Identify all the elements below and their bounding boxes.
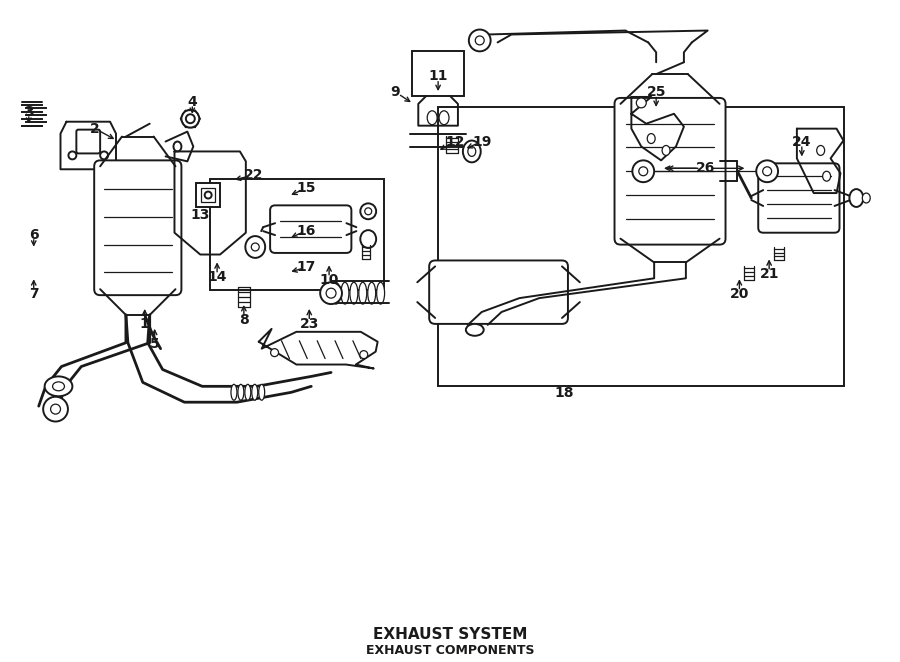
Text: 3: 3 [24,105,33,118]
Bar [202,188,215,202]
Text: 12: 12 [446,134,464,148]
Ellipse shape [633,160,654,182]
Ellipse shape [251,243,259,251]
Ellipse shape [182,110,199,128]
Ellipse shape [359,282,366,304]
Text: 13: 13 [191,208,210,222]
Ellipse shape [636,98,646,108]
Ellipse shape [45,377,72,397]
Text: EXHAUST COMPONENTS: EXHAUST COMPONENTS [365,644,535,657]
Ellipse shape [475,36,484,45]
Ellipse shape [50,404,60,414]
Ellipse shape [186,115,194,123]
Ellipse shape [350,282,358,304]
FancyBboxPatch shape [270,205,351,253]
Ellipse shape [360,230,376,248]
Ellipse shape [469,30,491,52]
FancyBboxPatch shape [76,130,100,154]
Ellipse shape [320,282,342,304]
Text: 2: 2 [90,122,100,136]
Ellipse shape [364,208,372,214]
Text: 5: 5 [149,337,159,351]
Text: 10: 10 [320,273,338,287]
Ellipse shape [468,146,476,156]
Text: 8: 8 [239,313,248,327]
Bar [438,107,844,387]
FancyBboxPatch shape [94,160,182,295]
Ellipse shape [360,351,368,359]
Ellipse shape [43,397,68,422]
Text: 15: 15 [296,181,316,195]
Ellipse shape [174,142,182,152]
Ellipse shape [639,167,648,175]
Ellipse shape [377,282,384,304]
Ellipse shape [463,140,481,162]
Ellipse shape [245,385,251,401]
Ellipse shape [238,385,244,401]
FancyBboxPatch shape [615,98,725,244]
Ellipse shape [850,189,863,207]
Ellipse shape [862,193,870,203]
Bar [211,179,383,290]
Ellipse shape [246,236,266,258]
Text: 16: 16 [297,224,316,238]
Ellipse shape [341,282,349,304]
Ellipse shape [466,324,483,336]
Text: 17: 17 [297,260,316,275]
Text: 22: 22 [244,168,264,182]
Ellipse shape [252,385,257,401]
Ellipse shape [52,382,65,391]
Text: 18: 18 [554,386,573,401]
Text: 21: 21 [760,267,778,281]
Ellipse shape [360,203,376,219]
Bar [196,183,220,207]
Text: 4: 4 [187,95,197,109]
Ellipse shape [68,152,76,160]
Text: 19: 19 [472,134,491,148]
FancyBboxPatch shape [429,260,568,324]
Ellipse shape [368,282,375,304]
Ellipse shape [326,288,336,298]
Text: 26: 26 [696,162,716,175]
Ellipse shape [647,134,655,144]
Ellipse shape [271,349,278,357]
Ellipse shape [258,385,265,401]
Text: 24: 24 [792,134,812,148]
Text: 11: 11 [428,69,448,83]
Ellipse shape [100,152,108,160]
Bar [412,52,464,96]
Ellipse shape [439,111,449,124]
Ellipse shape [816,146,824,156]
Text: 9: 9 [391,85,401,99]
Text: 7: 7 [29,287,39,301]
Text: 25: 25 [646,85,666,99]
Text: 1: 1 [140,317,149,331]
Text: 6: 6 [29,228,39,242]
Text: 20: 20 [730,287,749,301]
FancyBboxPatch shape [758,164,840,233]
Ellipse shape [662,146,670,156]
Text: 23: 23 [300,317,319,331]
Text: 14: 14 [207,270,227,284]
Ellipse shape [762,167,771,175]
Ellipse shape [823,171,831,181]
Text: EXHAUST SYSTEM: EXHAUST SYSTEM [373,627,527,641]
Ellipse shape [332,282,340,304]
Ellipse shape [428,111,437,124]
Ellipse shape [756,160,778,182]
Ellipse shape [204,191,212,199]
Ellipse shape [231,385,237,401]
